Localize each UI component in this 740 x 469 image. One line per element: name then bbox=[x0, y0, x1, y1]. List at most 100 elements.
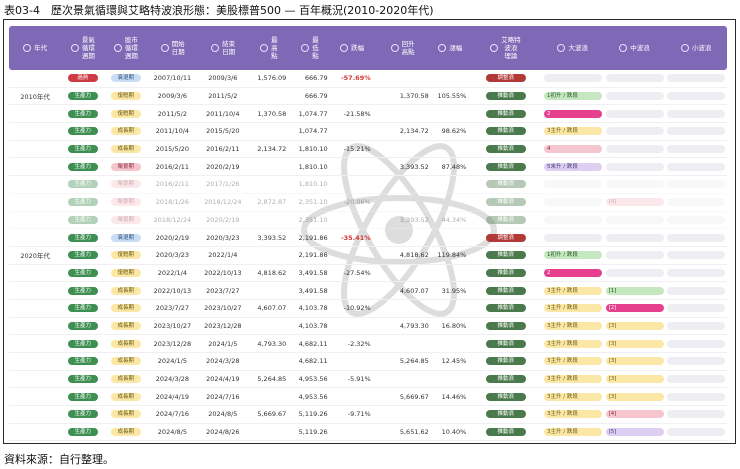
table-row[interactable]: 生產力 成長期 2024/1/5 2024/3/28 4,682.11 5,264.85 1… bbox=[9, 353, 727, 371]
cell-mid-wave bbox=[604, 141, 666, 158]
cell-gain bbox=[432, 105, 470, 122]
header-econ[interactable]: 景氣 循環 週期 bbox=[61, 26, 104, 70]
cell-big-wave bbox=[542, 194, 604, 211]
table-row[interactable]: 生產力 成長期 2011/10/4 2015/5/20 1,074.77 2,134.72… bbox=[9, 123, 727, 141]
market-cycle-badge: 榮景期 bbox=[110, 180, 141, 189]
table-row[interactable]: 生產力成長期2024/8/262024/9/65,651.625,402.62-… bbox=[9, 441, 727, 443]
header-big[interactable]: 大波浪 bbox=[542, 26, 604, 70]
econ-cycle-badge: 生產力 bbox=[67, 251, 98, 260]
table-row[interactable]: 生產力 成長期 2024/3/28 2024/4/19 5,264.85 4,953.56… bbox=[9, 371, 727, 389]
gain-percent: 16.80% bbox=[441, 321, 467, 330]
table-row[interactable]: 生產力 衰退期 2020/2/19 2020/3/23 3,393.52 2,191.86… bbox=[9, 229, 727, 247]
cell-drop bbox=[331, 388, 374, 405]
table-row[interactable]: 生產力 成長期 2023/7/27 2023/10/27 4,607.07 4,103.7… bbox=[9, 300, 727, 318]
end-date: 2022/10/13 bbox=[204, 268, 242, 277]
table-row[interactable]: 生產力 成長期 2024/7/16 2024/8/5 5,669.67 5,119.26 -… bbox=[9, 406, 727, 424]
header-era[interactable]: 年代 bbox=[9, 26, 61, 70]
market-cycle-badge: 成長期 bbox=[110, 304, 141, 313]
cell-recovery bbox=[374, 141, 432, 158]
market-cycle-badge: 成長期 bbox=[110, 357, 141, 366]
cell-gain bbox=[432, 406, 470, 423]
header-gain[interactable]: 漲幅 bbox=[432, 26, 469, 70]
header-label: 小波浪 bbox=[691, 44, 712, 52]
table-row[interactable]: 生產力 成長期 2024/8/5 2024/8/26 5,119.26 5,651.62 1… bbox=[9, 424, 727, 442]
table-row[interactable]: 生產力 成長期 2022/10/13 2023/7/27 3,491.58 4,607.0… bbox=[9, 282, 727, 300]
cell-high bbox=[248, 176, 289, 193]
header-label: 股市 循環 週期 bbox=[124, 36, 138, 60]
header-rec[interactable]: 回升 高點 bbox=[374, 26, 432, 70]
cell-econ: 生產力 bbox=[61, 141, 104, 158]
header-drop[interactable]: 跌幅 bbox=[331, 26, 374, 70]
cell-end: 2017/1/26 bbox=[198, 176, 248, 193]
cell-elliott: 推動浪 bbox=[469, 406, 542, 423]
cell-big-wave: 1初升 / 跌段 bbox=[542, 247, 604, 264]
header-mid[interactable]: 中波浪 bbox=[604, 26, 666, 70]
table-row[interactable]: 生產力 榮景期 2016/2/11 2017/1/26 1,810.10 推動浪 bbox=[9, 176, 727, 194]
small-wave-badge bbox=[667, 375, 726, 384]
cell-start: 2024/1/5 bbox=[147, 353, 197, 370]
cell-era bbox=[9, 141, 61, 158]
cell-big-wave: 3主升 / 跌段 bbox=[542, 353, 604, 370]
gain-percent: 119.84% bbox=[437, 251, 467, 260]
cell-big-wave bbox=[542, 229, 604, 246]
table-row[interactable]: 生產力 成長期 2024/4/19 2024/7/16 4,953.56 5,669.67… bbox=[9, 388, 727, 407]
cell-gain: 98.62% bbox=[432, 123, 470, 140]
cell-low: 5,119.26 bbox=[289, 406, 330, 423]
header-end[interactable]: 結束 日期 bbox=[198, 26, 248, 70]
market-cycle-badge: 成長期 bbox=[110, 339, 141, 348]
cell-market: 成長期 bbox=[104, 424, 147, 441]
header-hi[interactable]: 最 高 點 bbox=[248, 26, 289, 70]
recovery-high: 5,651.62 bbox=[399, 428, 429, 437]
table-row[interactable]: 生產力 榮景期 2018/12/24 2020/2/19 2,351.10 3,393.5… bbox=[9, 212, 727, 230]
table-row[interactable]: 過熱 衰退期 2007/10/11 2009/3/6 1,576.09 666.79 -57… bbox=[9, 70, 727, 88]
cell-big-wave: 2 bbox=[542, 105, 604, 122]
table-row[interactable]: 生產力 成長期 2023/12/28 2024/1/5 4,793.30 4,682.11… bbox=[9, 335, 727, 353]
cell-recovery bbox=[374, 300, 432, 317]
cell-econ: 生產力 bbox=[61, 282, 104, 299]
big-wave-badge: 3主升 / 跌段 bbox=[544, 428, 602, 437]
cell-small-wave bbox=[665, 424, 727, 441]
table-row[interactable]: 生產力 榮景期 2016/2/11 2020/2/19 1,810.10 3,393.52… bbox=[9, 158, 727, 177]
mid-wave-badge: [3] bbox=[605, 339, 664, 348]
cell-high: 2,872.87 bbox=[248, 194, 289, 211]
table-row[interactable]: 生產力 復甦期 2022/1/4 2022/10/13 4,818.62 3,491.58… bbox=[9, 265, 727, 283]
cell-start: 2024/7/16 bbox=[147, 406, 197, 423]
end-date: 2009/3/6 bbox=[208, 74, 238, 83]
market-cycle-badge: 榮景期 bbox=[110, 198, 141, 207]
low-value: 5,119.26 bbox=[298, 410, 328, 419]
cell-start: 2018/12/24 bbox=[147, 212, 197, 229]
elliott-badge: 推動浪 bbox=[485, 180, 526, 189]
cell-market: 復甦期 bbox=[104, 247, 147, 264]
cell-start: 2009/3/6 bbox=[147, 88, 197, 105]
header-small[interactable]: 小波浪 bbox=[665, 26, 727, 70]
cell-big-wave: 3主升 / 跌段 bbox=[542, 406, 604, 423]
cell-market: 衰退期 bbox=[104, 229, 147, 246]
small-wave-badge bbox=[667, 109, 726, 118]
cell-recovery bbox=[374, 194, 432, 211]
cell-mid-wave: [4] bbox=[604, 194, 666, 211]
header-mkt[interactable]: 股市 循環 週期 bbox=[104, 26, 147, 70]
cell-high bbox=[248, 388, 289, 405]
table-row[interactable]: 生產力 榮景期 2018/1/26 2018/12/24 2,872.87 2,351.1… bbox=[9, 194, 727, 212]
cell-low: 1,810.10 bbox=[289, 158, 330, 175]
cell-market: 復甦期 bbox=[104, 88, 147, 105]
cell-start: 2011/5/2 bbox=[147, 105, 197, 122]
header-lo[interactable]: 最 低 點 bbox=[289, 26, 330, 70]
elliott-badge: 推動浪 bbox=[485, 198, 526, 207]
table-row[interactable]: 生產力 成長期 2015/5/20 2016/2/11 2,134.72 1,810.10… bbox=[9, 141, 727, 159]
table-row[interactable]: 2010年代 生產力 復甦期 2009/3/6 2011/5/2 666.79 1,370.… bbox=[9, 88, 727, 106]
table-row[interactable]: 生產力 復甦期 2011/5/2 2011/10/4 1,370.58 1,074.77 -… bbox=[9, 105, 727, 124]
header-start[interactable]: 開始 日期 bbox=[147, 26, 197, 70]
cell-high bbox=[248, 123, 289, 140]
cell-drop: -5.91% bbox=[331, 371, 374, 388]
start-date: 2024/1/5 bbox=[157, 357, 187, 366]
source-note: 資料來源：自行整理。 bbox=[4, 453, 114, 466]
table-row[interactable]: 生產力 成長期 2023/10/27 2023/12/28 4,103.78 4,793.… bbox=[9, 318, 727, 336]
cell-gain: 10.40% bbox=[432, 424, 470, 441]
table-row[interactable]: 2020年代 生產力 復甦期 2020/3/23 2022/1/4 2,191.86 4,8… bbox=[9, 247, 727, 265]
cell-econ: 生產力 bbox=[61, 353, 104, 370]
header-ell[interactable]: 艾略特 波浪 理論 bbox=[469, 26, 542, 70]
cell-drop bbox=[331, 88, 374, 105]
cell-elliott: 推動浪 bbox=[469, 441, 542, 443]
cell-elliott: 推動浪 bbox=[469, 388, 542, 405]
